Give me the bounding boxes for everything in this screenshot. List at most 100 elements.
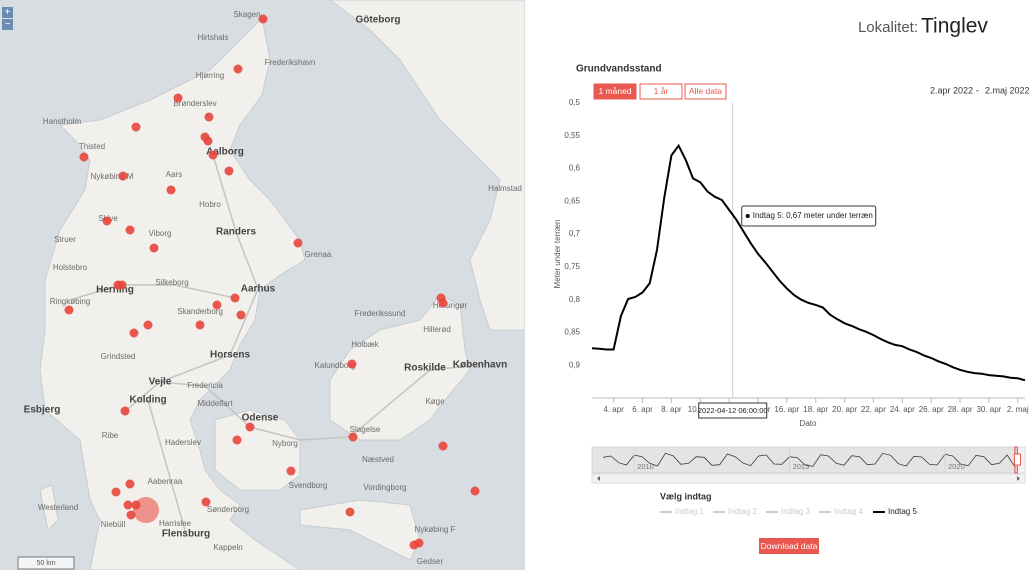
x-tick-label: 2. maj — [1007, 405, 1029, 414]
station-marker[interactable] — [201, 497, 211, 507]
range-button[interactable] — [593, 83, 637, 100]
legend-label[interactable]: Indtag 5 — [888, 507, 917, 516]
station-marker[interactable] — [111, 487, 121, 497]
place-label: Frederikshavn — [265, 58, 316, 67]
tooltip-box — [741, 205, 877, 227]
station-marker[interactable] — [129, 328, 139, 338]
station-marker[interactable] — [204, 112, 214, 122]
zoom-in[interactable]: + — [5, 7, 11, 18]
station-marker[interactable] — [195, 320, 205, 330]
station-marker[interactable] — [245, 422, 255, 432]
station-marker[interactable] — [286, 466, 296, 476]
scrollbar[interactable] — [591, 473, 1026, 484]
range-button[interactable] — [684, 83, 727, 100]
station-marker[interactable] — [230, 293, 240, 303]
place-label: Harrislee — [159, 519, 192, 528]
station-marker[interactable] — [224, 166, 234, 176]
place-label: Gedser — [417, 557, 444, 566]
place-label: Kappeln — [213, 543, 242, 552]
map[interactable]: Skagen Göteborg Hirtshals Frederikshavn Hjør… — [0, 0, 525, 570]
place-label: Esbjerg — [24, 405, 61, 416]
station-marker[interactable] — [125, 225, 135, 235]
station-marker[interactable] — [258, 14, 268, 24]
place-label: Aabenraa — [148, 477, 183, 486]
x-tick-label: 28. apr — [948, 405, 973, 414]
station-marker[interactable] — [125, 479, 135, 489]
x-tick-label: 4. apr — [603, 405, 624, 414]
place-label: Grenaa — [305, 250, 332, 259]
location-name: Tinglev — [921, 15, 988, 38]
station-marker[interactable] — [233, 64, 243, 74]
y-tick-label: 0,65 — [564, 196, 580, 205]
scroll-left[interactable] — [597, 476, 600, 481]
sweden — [329, 0, 525, 331]
station-marker[interactable] — [293, 238, 303, 248]
station-marker[interactable] — [208, 150, 218, 160]
x-tick-label: 30. apr — [976, 405, 1001, 414]
station-marker[interactable] — [149, 243, 159, 253]
download-button[interactable] — [759, 538, 819, 554]
place-label: Grindsted — [101, 352, 136, 361]
tooltip-text: Indtag 5: 0,67 meter under terræn — [753, 211, 873, 220]
place-label: Göteborg — [356, 15, 401, 26]
station-marker[interactable] — [123, 500, 133, 510]
station-marker[interactable] — [438, 298, 448, 308]
station-marker[interactable] — [126, 510, 136, 520]
place-label: Struer — [54, 235, 76, 244]
station-marker[interactable] — [118, 171, 128, 181]
zoom-out-button[interactable] — [2, 19, 13, 30]
selected-station[interactable] — [133, 497, 159, 523]
place-label: Hjørring — [196, 71, 224, 80]
x-tick-label: 26. apr — [919, 405, 944, 414]
station-marker[interactable] — [345, 507, 355, 517]
station-marker[interactable] — [347, 359, 357, 369]
station-marker[interactable] — [236, 310, 246, 320]
station-marker[interactable] — [131, 122, 141, 132]
zoom-in-button[interactable] — [2, 7, 13, 18]
sylt — [39, 484, 59, 532]
place-label: Haderslev — [165, 438, 201, 447]
y-tick-label: 0,75 — [564, 262, 580, 271]
station-marker[interactable] — [79, 152, 89, 162]
station-marker[interactable] — [113, 280, 123, 290]
y-tick-label: 0,9 — [569, 360, 581, 369]
station-marker[interactable] — [409, 540, 419, 550]
chart-title: Grundvandsstand — [576, 64, 662, 75]
station-marker[interactable] — [203, 136, 213, 146]
station-marker[interactable] — [120, 406, 130, 416]
zoom-out[interactable]: − — [5, 19, 11, 30]
scroll-right[interactable] — [1017, 476, 1020, 481]
place-label: Hobro — [199, 200, 221, 209]
tooltip-dot — [745, 214, 750, 218]
range-button-label[interactable]: Alle data — [689, 86, 722, 96]
station-marker[interactable] — [470, 486, 480, 496]
place-label: Middelfart — [197, 399, 233, 408]
place-label: Aarhus — [241, 284, 276, 295]
x-tick-label: 6. apr — [632, 405, 653, 414]
legend-label[interactable]: Indtag 1 — [675, 507, 704, 516]
legend-label[interactable]: Indtag 4 — [834, 507, 863, 516]
station-marker[interactable] — [173, 93, 183, 103]
legend-label[interactable]: Indtag 3 — [781, 507, 810, 516]
scale-label: 50 km — [36, 560, 55, 567]
station-marker[interactable] — [212, 300, 222, 310]
navigator-handle[interactable] — [1013, 453, 1021, 466]
station-marker[interactable] — [64, 305, 74, 315]
legend-label[interactable]: Indtag 2 — [728, 507, 757, 516]
place-label: Helsingør — [433, 301, 468, 310]
place-label: Horsens — [210, 350, 250, 361]
lolland-falster — [299, 499, 421, 561]
range-button[interactable] — [639, 83, 683, 100]
range-button-label[interactable]: 1 år — [654, 86, 669, 96]
place-label: Vordingborg — [363, 483, 406, 492]
station-marker[interactable] — [166, 185, 176, 195]
station-marker[interactable] — [102, 216, 112, 226]
place-label: Frederikssund — [355, 309, 406, 318]
range-button-label[interactable]: 1 måned — [598, 86, 631, 96]
station-marker[interactable] — [438, 441, 448, 451]
place-label: Odense — [242, 413, 279, 424]
download-label[interactable]: Download data — [761, 541, 818, 551]
station-marker[interactable] — [232, 435, 242, 445]
station-marker[interactable] — [348, 432, 358, 442]
station-marker[interactable] — [143, 320, 153, 330]
